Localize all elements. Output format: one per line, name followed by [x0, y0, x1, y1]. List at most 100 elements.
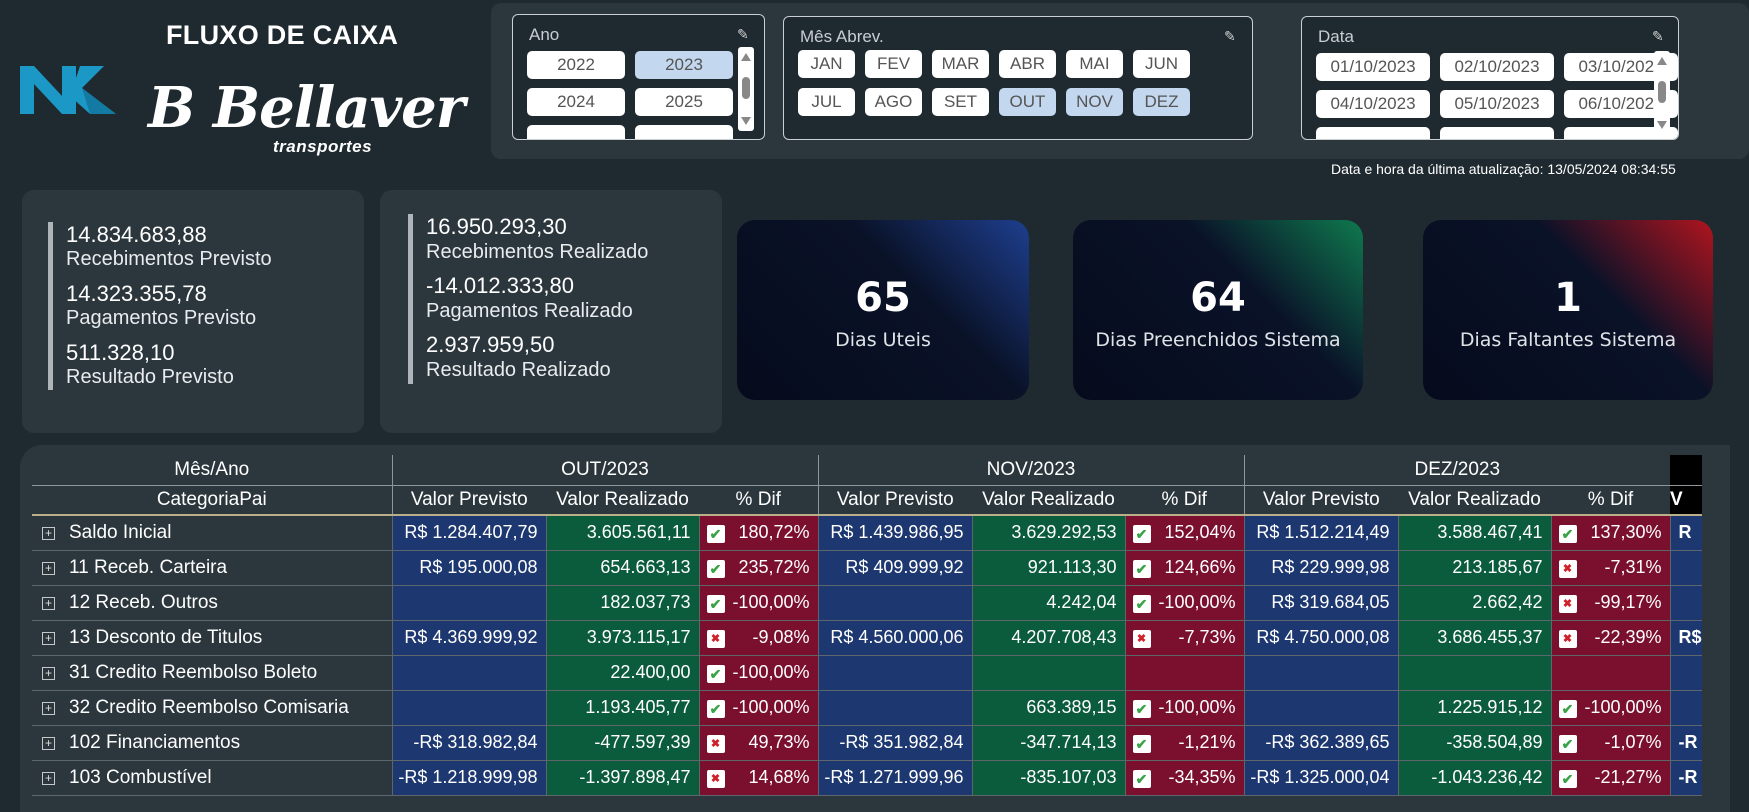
percent-dif-value: -100,00%	[1158, 697, 1236, 717]
month-option-fev[interactable]: FEV	[865, 50, 922, 78]
cell-valor-previsto: R$ 319.684,05	[1243, 585, 1398, 621]
header-subcol[interactable]: Valor Realizado	[546, 485, 699, 516]
year-option[interactable]: 2025	[635, 88, 733, 116]
expand-icon[interactable]: +	[42, 736, 55, 750]
date-scrollbar[interactable]	[1654, 51, 1670, 135]
header-subcol[interactable]: Valor Realizado	[1398, 485, 1551, 516]
cell-valor-realizado: 1.193.405,77	[545, 690, 699, 726]
percent-dif-value: -100,00%	[732, 662, 810, 682]
cell-valor-previsto: R$ 1.512.214,49	[1243, 515, 1398, 551]
month-option-abr[interactable]: ABR	[999, 50, 1056, 78]
table-row: +11 Receb. Carteira R$ 195.000,08 654.663,…	[32, 550, 1702, 586]
header-period[interactable]: NOV/2023	[817, 455, 1244, 486]
error-icon: ✖	[1558, 629, 1577, 648]
row-category[interactable]: +13 Desconto de Titulos	[32, 620, 392, 656]
date-slicer: Data ✎ 01/10/2023 02/10/2023 03/10/2023 …	[1301, 16, 1679, 140]
kpi-realizado-panel: 16.950.293,30 Recebimentos Realizado -14…	[380, 190, 722, 433]
check-icon: ✔	[1132, 734, 1151, 753]
kpi-divider	[408, 214, 413, 384]
cell-cut-off: -R	[1669, 725, 1702, 761]
percent-dif-value: -34,35%	[1168, 767, 1236, 787]
card-value: 65	[855, 275, 911, 321]
cell-valor-previsto: -R$ 351.982,84	[817, 725, 972, 761]
header-subcol[interactable]: Valor Previsto	[817, 485, 972, 516]
header-subcol[interactable]: % Dif	[699, 485, 818, 516]
percent-dif-value: -100,00%	[732, 592, 810, 612]
month-option-out[interactable]: OUT	[999, 88, 1056, 116]
month-option-ago[interactable]: AGO	[865, 88, 922, 116]
expand-icon[interactable]: +	[42, 561, 55, 575]
row-category[interactable]: +103 Combustível	[32, 760, 392, 796]
cell-valor-realizado: -835.107,03	[971, 760, 1125, 796]
clear-filter-icon[interactable]: ✎	[737, 26, 749, 42]
table-row: +31 Credito Reembolso Boleto 22.400,00 ✔ -1…	[32, 655, 1702, 691]
expand-icon[interactable]: +	[42, 596, 55, 610]
cell-valor-previsto: -R$ 1.271.999,96	[817, 760, 972, 796]
year-option-selected[interactable]: 2023	[635, 51, 733, 79]
cell-valor-previsto	[391, 585, 546, 621]
header-subcol[interactable]: % Dif	[1551, 485, 1670, 516]
row-category[interactable]: +11 Receb. Carteira	[32, 550, 392, 586]
header-subcol[interactable]: Valor Realizado	[972, 485, 1125, 516]
month-option-jan[interactable]: JAN	[798, 50, 855, 78]
date-option[interactable]: 01/10/2023	[1316, 53, 1430, 81]
month-slicer-title: Mês Abrev.	[800, 27, 884, 46]
row-category[interactable]: + Saldo Inicial	[32, 515, 392, 551]
date-option[interactable]: 02/10/2023	[1440, 53, 1554, 81]
card-dias-preenchidos: 64 Dias Preenchidos Sistema	[1073, 220, 1363, 400]
expand-icon[interactable]: +	[42, 631, 55, 645]
date-option[interactable]: 05/10/2023	[1440, 90, 1554, 118]
cell-valor-previsto	[817, 585, 972, 621]
check-icon: ✔	[1132, 525, 1151, 543]
header-subcol[interactable]: Valor Previsto	[391, 485, 546, 516]
row-category[interactable]: +32 Credito Reembolso Comisaria	[32, 690, 392, 726]
date-option[interactable]	[1316, 127, 1430, 139]
year-option[interactable]: 2022	[527, 51, 625, 79]
date-option[interactable]: 04/10/2023	[1316, 90, 1430, 118]
cell-percent-dif	[1550, 655, 1670, 691]
month-option-dez[interactable]: DEZ	[1133, 88, 1190, 116]
kpi-label: Resultado Realizado	[426, 359, 611, 381]
month-option-nov[interactable]: NOV	[1066, 88, 1123, 116]
row-category[interactable]: +102 Financiamentos	[32, 725, 392, 761]
row-category[interactable]: +31 Credito Reembolso Boleto	[32, 655, 392, 691]
year-option[interactable]: 2024	[527, 88, 625, 116]
header-subcol[interactable]: Valor Previsto	[1243, 485, 1398, 516]
expand-icon[interactable]: +	[42, 666, 55, 680]
date-option[interactable]	[1564, 127, 1678, 139]
month-option-jul[interactable]: JUL	[798, 88, 855, 116]
year-scrollbar[interactable]	[738, 47, 754, 131]
error-icon: ✖	[1558, 559, 1577, 578]
year-option[interactable]	[527, 125, 625, 139]
header-period[interactable]: OUT/2023	[391, 455, 818, 486]
clear-filter-icon[interactable]: ✎	[1224, 28, 1236, 44]
month-option-jun[interactable]: JUN	[1133, 50, 1190, 78]
cell-valor-realizado: 3.605.561,11	[545, 515, 699, 551]
month-option-mar[interactable]: MAR	[932, 50, 989, 78]
cell-cut-off	[1669, 550, 1702, 586]
header-subcol[interactable]: % Dif	[1125, 485, 1244, 516]
percent-dif-value: -22,39%	[1594, 627, 1662, 647]
percent-dif-value: 180,72%	[738, 522, 810, 543]
cell-valor-previsto	[817, 690, 972, 726]
month-option-set[interactable]: SET	[932, 88, 989, 116]
clear-filter-icon[interactable]: ✎	[1652, 28, 1664, 44]
percent-dif-value: 137,30%	[1590, 522, 1662, 543]
card-value: 64	[1190, 275, 1246, 321]
expand-icon[interactable]: +	[42, 771, 55, 785]
row-category[interactable]: +12 Receb. Outros	[32, 585, 392, 621]
table-row: +13 Desconto de Titulos R$ 4.369.999,92 3.…	[32, 620, 1702, 656]
cell-valor-realizado	[971, 655, 1125, 691]
expand-icon[interactable]: +	[42, 526, 55, 540]
header-categoria-pai[interactable]: CategoriaPai	[32, 485, 392, 516]
cell-valor-previsto: R$ 1.284.407,79	[391, 515, 546, 551]
date-option[interactable]	[1440, 127, 1554, 139]
cell-valor-previsto: R$ 4.369.999,92	[391, 620, 546, 656]
last-update-text: Data e hora da última atualização: 13/05…	[1331, 161, 1676, 177]
expand-icon[interactable]: +	[42, 701, 55, 715]
cell-valor-realizado: -1.397.898,47	[545, 760, 699, 796]
month-option-mai[interactable]: MAI	[1066, 50, 1123, 78]
card-label: Dias Preenchidos Sistema	[1095, 329, 1341, 351]
year-option[interactable]	[635, 125, 733, 139]
header-period[interactable]: DEZ/2023	[1243, 455, 1670, 486]
